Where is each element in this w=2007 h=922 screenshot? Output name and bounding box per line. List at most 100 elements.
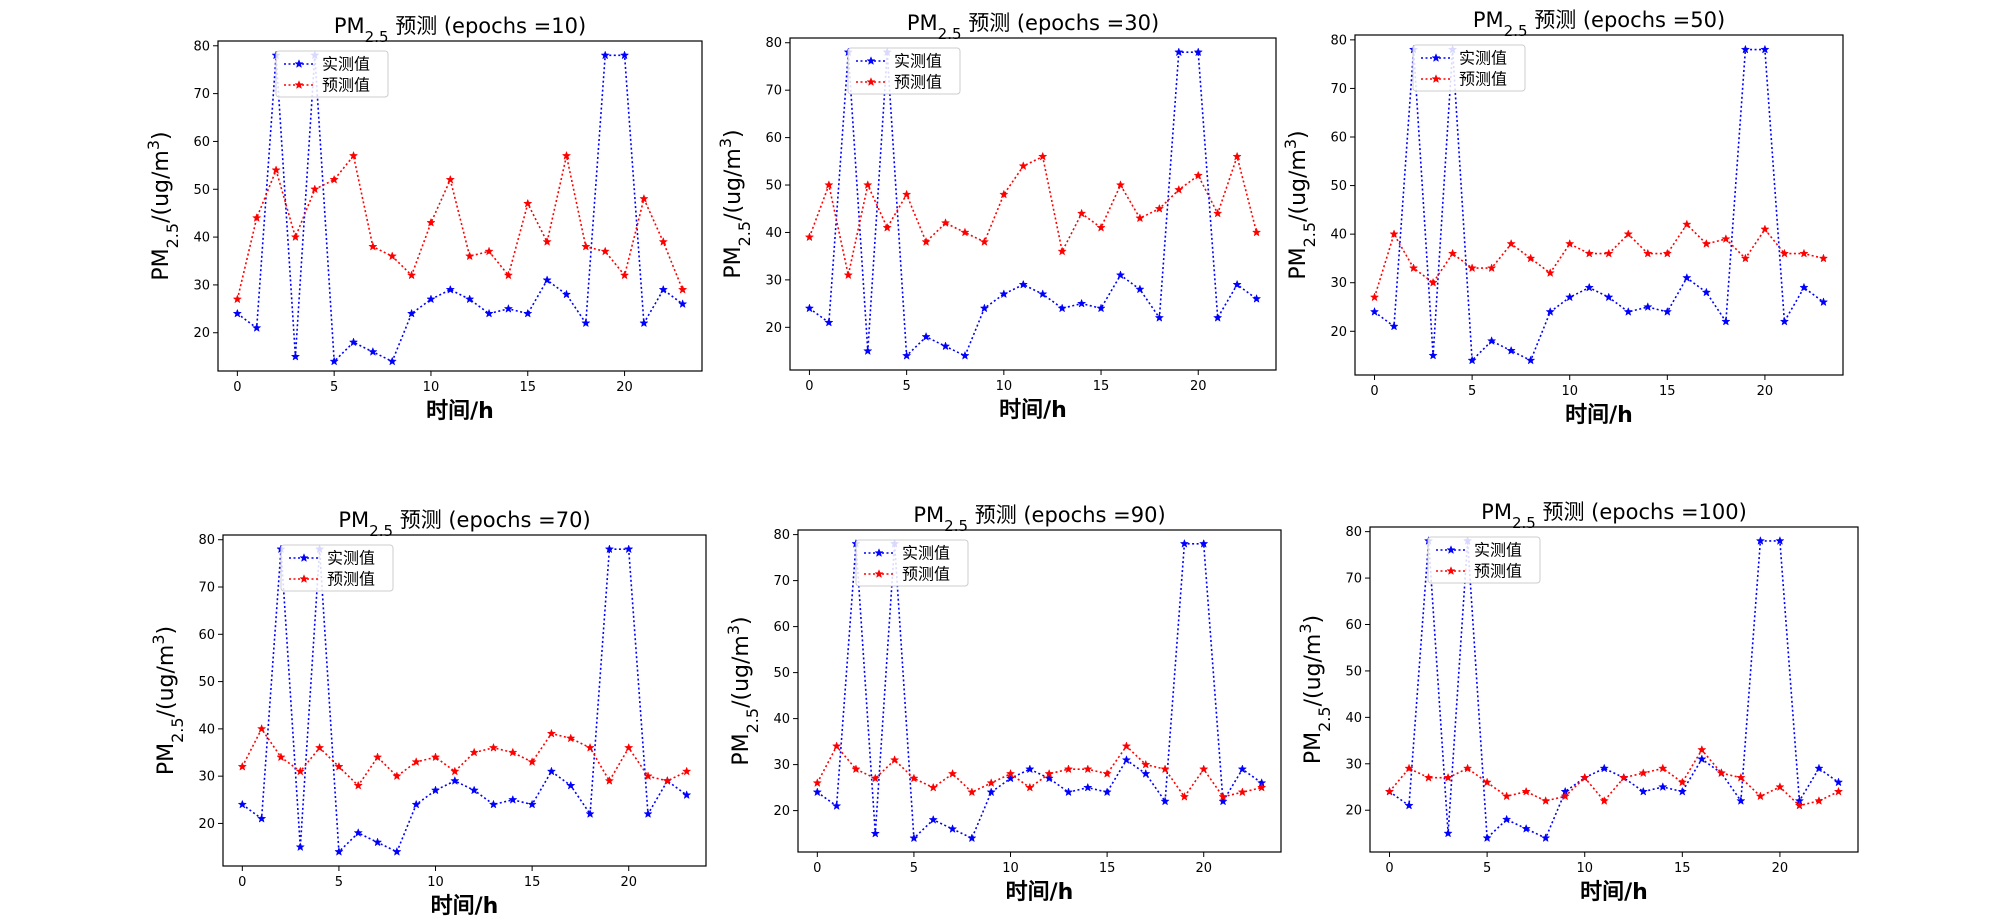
data-point: [1545, 268, 1555, 277]
data-point: [1584, 282, 1594, 292]
series-line: [241, 727, 688, 787]
data-point: [1701, 287, 1712, 297]
data-point: [1799, 248, 1809, 258]
y-label-middle: /(ug/m: [1301, 634, 1326, 707]
title-prefix: PM: [338, 508, 369, 532]
data-point: [1257, 782, 1267, 792]
data-point: [1044, 768, 1054, 778]
data-point: [1565, 292, 1575, 302]
data-point: [600, 50, 610, 60]
data-point: [901, 350, 912, 360]
data-point: [1038, 289, 1048, 299]
data-point: [1135, 284, 1145, 294]
legend-label: 实测值: [1459, 49, 1507, 68]
data-point: [940, 218, 951, 227]
y-tick-label: 20: [1345, 804, 1362, 819]
data-point: [1779, 316, 1790, 326]
data-point: [295, 842, 305, 852]
title-suffix: 预测 (epochs =50): [1528, 8, 1726, 32]
data-point: [256, 813, 267, 823]
y-axis-label: PM2.5/(ug/m3): [716, 129, 754, 278]
data-point: [1814, 796, 1824, 805]
data-point: [1638, 786, 1648, 796]
data-point: [430, 785, 441, 795]
data-point: [604, 775, 615, 785]
data-point: [232, 294, 243, 304]
y-label-suffix: ): [149, 131, 174, 140]
data-point: [600, 246, 610, 256]
y-label-superscript: 3: [149, 634, 168, 644]
x-tick-label: 15: [1093, 379, 1110, 394]
y-axis-label: PM2.5/(ug/m3): [1296, 615, 1334, 764]
plot-frame: [222, 534, 707, 867]
x-tick-label: 0: [805, 379, 813, 394]
y-axis-label: PM2.5/(ug/m3): [724, 616, 762, 765]
data-point: [1501, 814, 1512, 824]
y-tick-label: 40: [765, 226, 782, 241]
legend-swatch-marker: [874, 548, 884, 557]
data-point: [387, 356, 397, 366]
data-point: [1775, 536, 1785, 545]
data-point: [921, 237, 931, 246]
legend-swatch-marker: [294, 80, 304, 89]
data-point: [450, 775, 460, 785]
data-point: [1799, 282, 1809, 292]
title-suffix: 预测 (epochs =70): [393, 508, 591, 532]
x-axis-label: 时间/h: [431, 894, 499, 919]
data-point: [353, 780, 363, 790]
data-point: [1389, 321, 1399, 331]
y-tick-label: 60: [1330, 131, 1347, 146]
data-point: [1467, 355, 1477, 365]
data-point: [1063, 764, 1074, 774]
data-point: [488, 742, 499, 752]
y-label-subscript: 2.5: [1315, 706, 1334, 731]
data-point: [1638, 768, 1648, 778]
data-point: [812, 778, 822, 787]
data-point: [334, 846, 344, 856]
data-point: [1044, 773, 1054, 783]
chart-title: PM2.5 预测 (epochs =70): [338, 508, 590, 540]
data-point: [1623, 229, 1633, 239]
data-point: [353, 827, 363, 837]
data-point: [1486, 336, 1497, 345]
series-line: [241, 548, 688, 854]
y-tick-label: 60: [765, 131, 782, 146]
data-point: [1775, 782, 1785, 791]
legend-label: 实测值: [894, 52, 942, 71]
data-point: [999, 189, 1009, 199]
data-point: [624, 544, 634, 554]
x-axis-label: 时间/h: [1006, 880, 1074, 905]
y-axis-label: PM2.5/(ug/m3): [1281, 130, 1319, 279]
y-label-superscript: 3: [144, 140, 163, 150]
data-point: [1232, 151, 1242, 161]
data-point: [372, 752, 383, 762]
y-label-prefix: PM: [1301, 732, 1326, 764]
series-line: [1374, 48, 1824, 363]
data-point: [831, 741, 842, 751]
series-line: [808, 51, 1258, 358]
title-suffix: 预测 (epochs =100): [1536, 500, 1747, 524]
data-point: [979, 237, 990, 246]
data-point: [1677, 786, 1687, 796]
data-point: [1482, 833, 1492, 843]
series-line: [816, 542, 1263, 840]
data-point: [484, 246, 494, 256]
data-point: [1251, 293, 1262, 303]
x-axis-label: 时间/h: [1580, 880, 1648, 905]
data-point: [1141, 759, 1151, 769]
data-point: [581, 318, 591, 328]
data-point: [1005, 768, 1016, 778]
data-point: [581, 241, 591, 251]
data-point: [1141, 768, 1151, 778]
legend-swatch-marker: [1431, 74, 1441, 83]
data-point: [314, 742, 325, 752]
data-point: [1760, 44, 1770, 54]
x-tick-label: 10: [1576, 861, 1593, 876]
y-tick-label: 30: [193, 278, 210, 293]
data-point: [348, 150, 359, 160]
y-tick-label: 70: [773, 574, 790, 589]
data-point: [1160, 796, 1170, 806]
data-point: [329, 356, 339, 366]
